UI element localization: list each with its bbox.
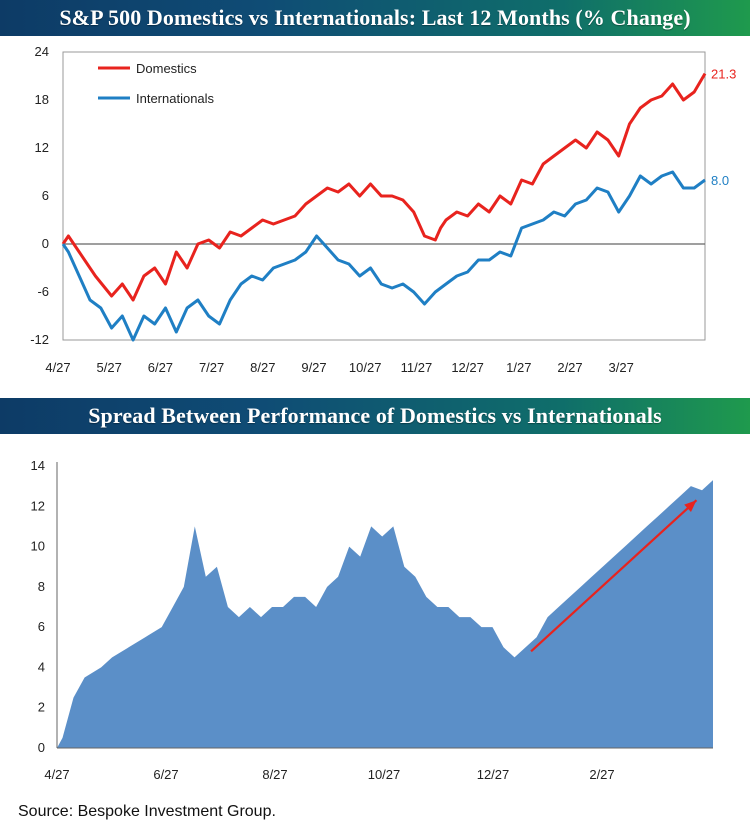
y-tick-label: 14 xyxy=(31,458,45,473)
x-tick-label: 2/27 xyxy=(557,360,582,375)
y-tick-label: 8 xyxy=(38,579,45,594)
x-tick-label: 8/27 xyxy=(250,360,275,375)
series-line-internationals xyxy=(61,170,706,342)
x-tick-label: 7/27 xyxy=(199,360,224,375)
x-tick-label: 11/27 xyxy=(401,360,433,375)
x-tick-label: 12/27 xyxy=(451,360,484,375)
x-tick-label: 1/27 xyxy=(506,360,531,375)
x-tick-label: 10/27 xyxy=(368,767,401,782)
trend-arrow-head xyxy=(684,500,697,513)
y-tick-label: 18 xyxy=(35,92,49,107)
x-tick-label: 5/27 xyxy=(97,360,122,375)
y-tick-label: 2 xyxy=(38,700,45,715)
spread-area-chart: 14 12 10 8 6 4 2 0 4/27 6/27 8/27 10/27 12/27 2/27 xyxy=(31,458,713,782)
y-tick-label: -12 xyxy=(30,332,49,347)
x-tick-label: 10/27 xyxy=(349,360,382,375)
x-tick-label: 12/27 xyxy=(477,767,510,782)
plot-frame xyxy=(62,51,706,341)
y-tick-label: 4 xyxy=(38,659,45,674)
end-value-label: 8.0 xyxy=(711,173,729,188)
y-tick-label: -6 xyxy=(37,284,49,299)
x-tick-label: 2/27 xyxy=(589,767,614,782)
domestics-vs-internationals-line-chart: 24 18 12 6 0 -6 -12 4/27 5/27 6/27 7/27 8/27 9/27 10/… xyxy=(30,44,736,375)
trend-arrow-line xyxy=(530,499,698,653)
spread-area xyxy=(57,480,713,748)
x-tick-label: 4/27 xyxy=(44,767,69,782)
y-tick-label: 0 xyxy=(38,740,45,755)
x-tick-label: 3/27 xyxy=(609,360,634,375)
source-note: Source: Bespoke Investment Group. xyxy=(18,803,276,820)
y-tick-label: 12 xyxy=(35,140,49,155)
chart-title-banner: S&P 500 Domestics vs Internationals: Las… xyxy=(0,0,750,36)
end-value-label: 21.3 xyxy=(711,67,736,82)
x-tick-label: 4/27 xyxy=(45,360,70,375)
legend-label: Internationals xyxy=(136,91,215,106)
spread-title-banner: Spread Between Performance of Domestics … xyxy=(0,398,750,434)
y-tick-label: 6 xyxy=(38,619,45,634)
y-tick-label: 6 xyxy=(42,188,49,203)
series-line-domestics xyxy=(61,72,707,302)
x-tick-label: 6/27 xyxy=(148,360,173,375)
x-tick-label: 6/27 xyxy=(153,767,178,782)
y-tick-label: 0 xyxy=(42,236,49,251)
y-tick-label: 12 xyxy=(31,498,45,513)
y-tick-label: 10 xyxy=(31,539,45,554)
x-tick-label: 9/27 xyxy=(301,360,326,375)
x-tick-label: 8/27 xyxy=(262,767,287,782)
legend-label: Domestics xyxy=(136,61,197,76)
y-tick-label: 24 xyxy=(35,44,49,59)
